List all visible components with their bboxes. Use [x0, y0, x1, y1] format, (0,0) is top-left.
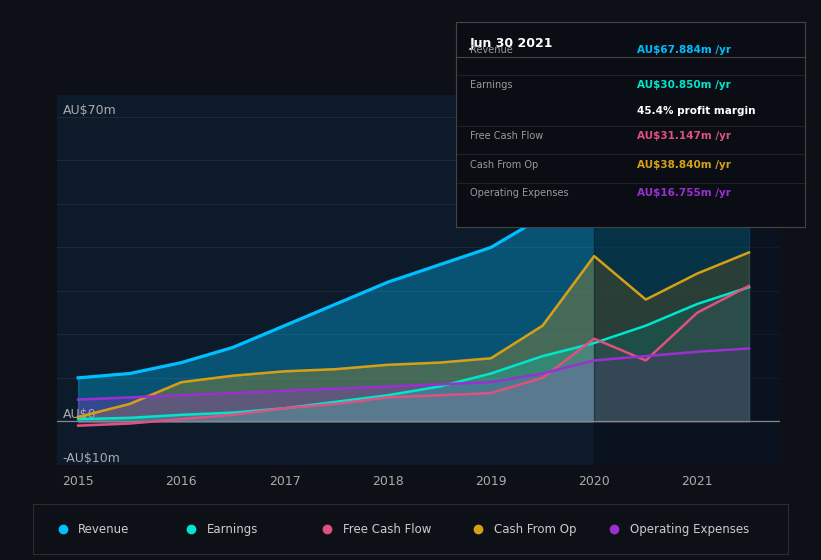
Revenue	[589, 192, 599, 199]
Free Cash Flow	[331, 400, 341, 407]
Cash From Op	[228, 372, 238, 379]
Free Cash Flow	[486, 390, 496, 396]
Text: Earnings: Earnings	[207, 522, 258, 536]
Text: Operating Expenses: Operating Expenses	[470, 188, 568, 198]
Cash From Op	[125, 400, 135, 407]
Revenue	[538, 213, 548, 220]
Free Cash Flow	[125, 420, 135, 427]
Cash From Op	[434, 360, 444, 366]
Free Cash Flow	[177, 416, 186, 422]
Text: Free Cash Flow: Free Cash Flow	[470, 131, 543, 141]
Line: Earnings: Earnings	[78, 287, 749, 419]
Operating Expenses	[486, 379, 496, 385]
Cash From Op	[331, 366, 341, 372]
Cash From Op	[177, 379, 186, 385]
Text: AU$67.884m /yr: AU$67.884m /yr	[637, 45, 731, 55]
Operating Expenses	[383, 383, 392, 390]
Operating Expenses	[538, 370, 548, 377]
Free Cash Flow	[383, 394, 392, 401]
Revenue	[383, 279, 392, 286]
Text: AU$38.840m /yr: AU$38.840m /yr	[637, 160, 731, 170]
Free Cash Flow	[280, 405, 290, 412]
Free Cash Flow	[73, 422, 83, 429]
Line: Free Cash Flow: Free Cash Flow	[78, 286, 749, 426]
Free Cash Flow	[692, 309, 702, 316]
Cash From Op	[383, 361, 392, 368]
Free Cash Flow	[641, 357, 651, 364]
Revenue	[434, 262, 444, 268]
Earnings	[486, 370, 496, 377]
Revenue	[228, 344, 238, 351]
Text: 45.4% profit margin: 45.4% profit margin	[637, 106, 755, 116]
Earnings	[744, 284, 754, 291]
Text: Revenue: Revenue	[470, 45, 512, 55]
Cash From Op	[692, 270, 702, 277]
Cash From Op	[538, 323, 548, 329]
Revenue	[331, 301, 341, 307]
Operating Expenses	[177, 392, 186, 399]
Cash From Op	[589, 253, 599, 259]
Line: Cash From Op: Cash From Op	[78, 253, 749, 417]
Operating Expenses	[331, 385, 341, 392]
Cash From Op	[641, 296, 651, 303]
Text: AU$30.850m /yr: AU$30.850m /yr	[637, 80, 731, 90]
Revenue	[280, 323, 290, 329]
Text: Operating Expenses: Operating Expenses	[630, 522, 749, 536]
Operating Expenses	[73, 396, 83, 403]
Revenue	[486, 244, 496, 251]
Earnings	[641, 323, 651, 329]
Bar	[594, 95, 780, 465]
Cash From Op	[73, 414, 83, 421]
Text: Cash From Op: Cash From Op	[470, 160, 538, 170]
Free Cash Flow	[589, 335, 599, 342]
Revenue	[125, 370, 135, 377]
Earnings	[538, 353, 548, 360]
Text: Revenue: Revenue	[78, 522, 130, 536]
Earnings	[589, 340, 599, 347]
Text: Free Cash Flow: Free Cash Flow	[342, 522, 431, 536]
Free Cash Flow	[434, 392, 444, 399]
Free Cash Flow	[228, 412, 238, 418]
Earnings	[73, 416, 83, 422]
Cash From Op	[280, 368, 290, 375]
Operating Expenses	[434, 381, 444, 388]
Revenue	[744, 123, 754, 129]
Operating Expenses	[280, 388, 290, 394]
Text: Earnings: Earnings	[470, 80, 512, 90]
Text: AU$70m: AU$70m	[62, 104, 117, 117]
Operating Expenses	[641, 353, 651, 360]
Earnings	[228, 409, 238, 416]
Operating Expenses	[589, 357, 599, 364]
Free Cash Flow	[538, 375, 548, 381]
Revenue	[177, 360, 186, 366]
Text: -AU$10m: -AU$10m	[62, 452, 121, 465]
Operating Expenses	[744, 345, 754, 352]
Cash From Op	[744, 249, 754, 256]
Text: Jun 30 2021: Jun 30 2021	[470, 37, 553, 50]
Free Cash Flow	[744, 283, 754, 290]
Earnings	[434, 383, 444, 390]
Line: Operating Expenses: Operating Expenses	[78, 348, 749, 400]
Earnings	[383, 392, 392, 399]
Earnings	[331, 398, 341, 405]
Earnings	[177, 412, 186, 418]
Text: AU$16.755m /yr: AU$16.755m /yr	[637, 188, 731, 198]
Text: AU$0: AU$0	[62, 408, 96, 421]
Revenue	[641, 170, 651, 177]
Operating Expenses	[228, 390, 238, 396]
Earnings	[280, 405, 290, 412]
Text: AU$31.147m /yr: AU$31.147m /yr	[637, 131, 731, 141]
Operating Expenses	[125, 394, 135, 401]
Text: Cash From Op: Cash From Op	[493, 522, 576, 536]
Earnings	[125, 414, 135, 421]
Revenue	[692, 148, 702, 155]
Operating Expenses	[692, 348, 702, 355]
Earnings	[692, 301, 702, 307]
Cash From Op	[486, 355, 496, 362]
Revenue	[73, 375, 83, 381]
Line: Revenue: Revenue	[78, 126, 749, 378]
